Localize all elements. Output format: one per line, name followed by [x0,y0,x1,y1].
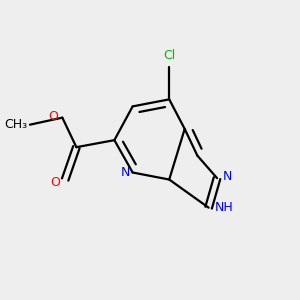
Text: CH₃: CH₃ [4,118,27,131]
Text: N: N [121,166,130,179]
Text: O: O [48,110,58,123]
Text: NH: NH [215,201,233,214]
Text: Cl: Cl [163,49,176,62]
Text: N: N [223,170,232,183]
Text: O: O [50,176,60,189]
